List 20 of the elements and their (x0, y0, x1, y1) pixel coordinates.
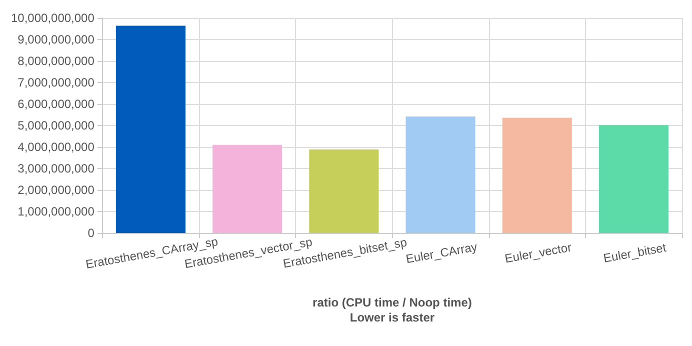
y-tick-label: 3,000,000,000 (18, 162, 95, 176)
bar (406, 116, 476, 233)
bar (116, 26, 186, 233)
y-tick-label: 9,000,000,000 (18, 32, 95, 46)
bar (212, 144, 282, 233)
y-tick-label: 0 (88, 226, 95, 240)
y-tick-label: 1,000,000,000 (18, 204, 95, 218)
y-tick-label: 7,000,000,000 (18, 76, 95, 90)
y-tick-label: 5,000,000,000 (18, 118, 95, 132)
x-tick-label: Euler_vector (504, 240, 573, 266)
x-axis-title: ratio (CPU time / Noop time) Lower is faster (312, 296, 472, 324)
y-tick-label: 8,000,000,000 (18, 54, 95, 68)
bar (502, 118, 572, 233)
bar (598, 125, 668, 233)
y-tick-label: 4,000,000,000 (18, 140, 95, 154)
y-tick-label: 6,000,000,000 (18, 97, 95, 111)
y-tick-label: 2,000,000,000 (18, 183, 95, 197)
x-tick-label: Euler_bitset (602, 240, 668, 266)
bar (309, 149, 379, 233)
y-tick-label: 10,000,000,000 (10, 11, 95, 25)
